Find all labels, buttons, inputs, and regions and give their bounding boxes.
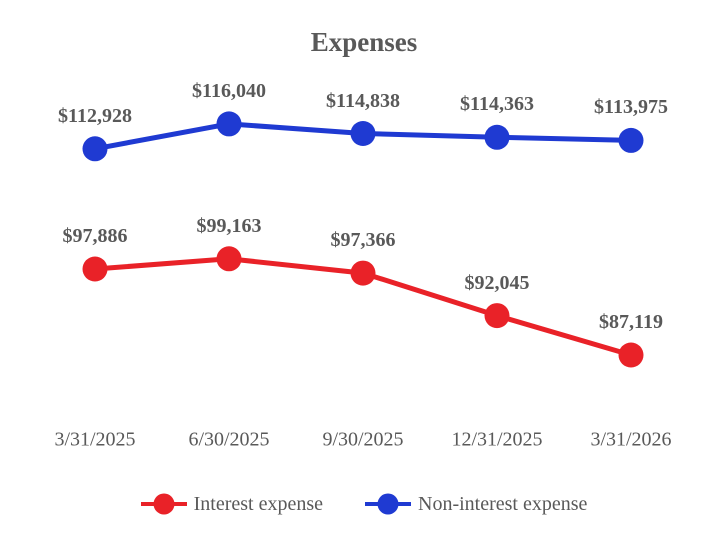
legend-marker-interest-icon xyxy=(140,493,187,515)
x-axis-label-0: 3/31/2025 xyxy=(54,428,136,451)
data-point-marker-1-1 xyxy=(216,111,242,137)
legend-item-interest-expense: Interest expense xyxy=(140,492,323,516)
legend-item-non-interest-expense: Non-interest expense xyxy=(365,492,587,516)
data-label-noninterest-4: $113,975 xyxy=(594,96,668,119)
data-point-marker-0-0 xyxy=(82,256,108,282)
x-axis-label-2: 9/30/2025 xyxy=(322,428,404,451)
data-label-interest-3: $92,045 xyxy=(464,271,530,294)
data-label-interest-1: $99,163 xyxy=(196,214,262,237)
data-point-marker-1-0 xyxy=(82,136,108,162)
data-label-interest-0: $97,886 xyxy=(62,224,128,247)
legend: Interest expense Non-interest expense xyxy=(0,492,728,516)
data-point-marker-0-1 xyxy=(216,246,242,272)
chart-title: Expenses xyxy=(310,27,418,57)
legend-marker-non-interest-icon xyxy=(365,493,411,515)
data-label-interest-2: $97,366 xyxy=(330,229,396,252)
data-point-marker-0-3 xyxy=(484,303,510,329)
legend-label-interest: Interest expense xyxy=(193,492,323,515)
data-label-noninterest-3: $114,363 xyxy=(460,93,534,116)
data-point-marker-1-3 xyxy=(484,124,510,150)
data-label-noninterest-0: $112,928 xyxy=(58,104,132,127)
data-point-marker-0-2 xyxy=(350,260,376,286)
x-axis-label-3: 12/31/2025 xyxy=(451,428,543,451)
data-point-marker-0-4 xyxy=(618,342,644,368)
legend-label-non-interest: Non-interest expense xyxy=(418,492,588,515)
data-point-marker-1-2 xyxy=(350,121,376,146)
data-label-noninterest-1: $116,040 xyxy=(192,79,266,102)
x-axis-label-4: 3/31/2026 xyxy=(590,428,672,451)
x-axis-label-1: 6/30/2025 xyxy=(188,428,270,451)
data-label-noninterest-2: $114,838 xyxy=(326,89,400,112)
data-point-marker-1-4 xyxy=(618,127,644,153)
data-label-interest-4: $87,119 xyxy=(599,310,663,333)
